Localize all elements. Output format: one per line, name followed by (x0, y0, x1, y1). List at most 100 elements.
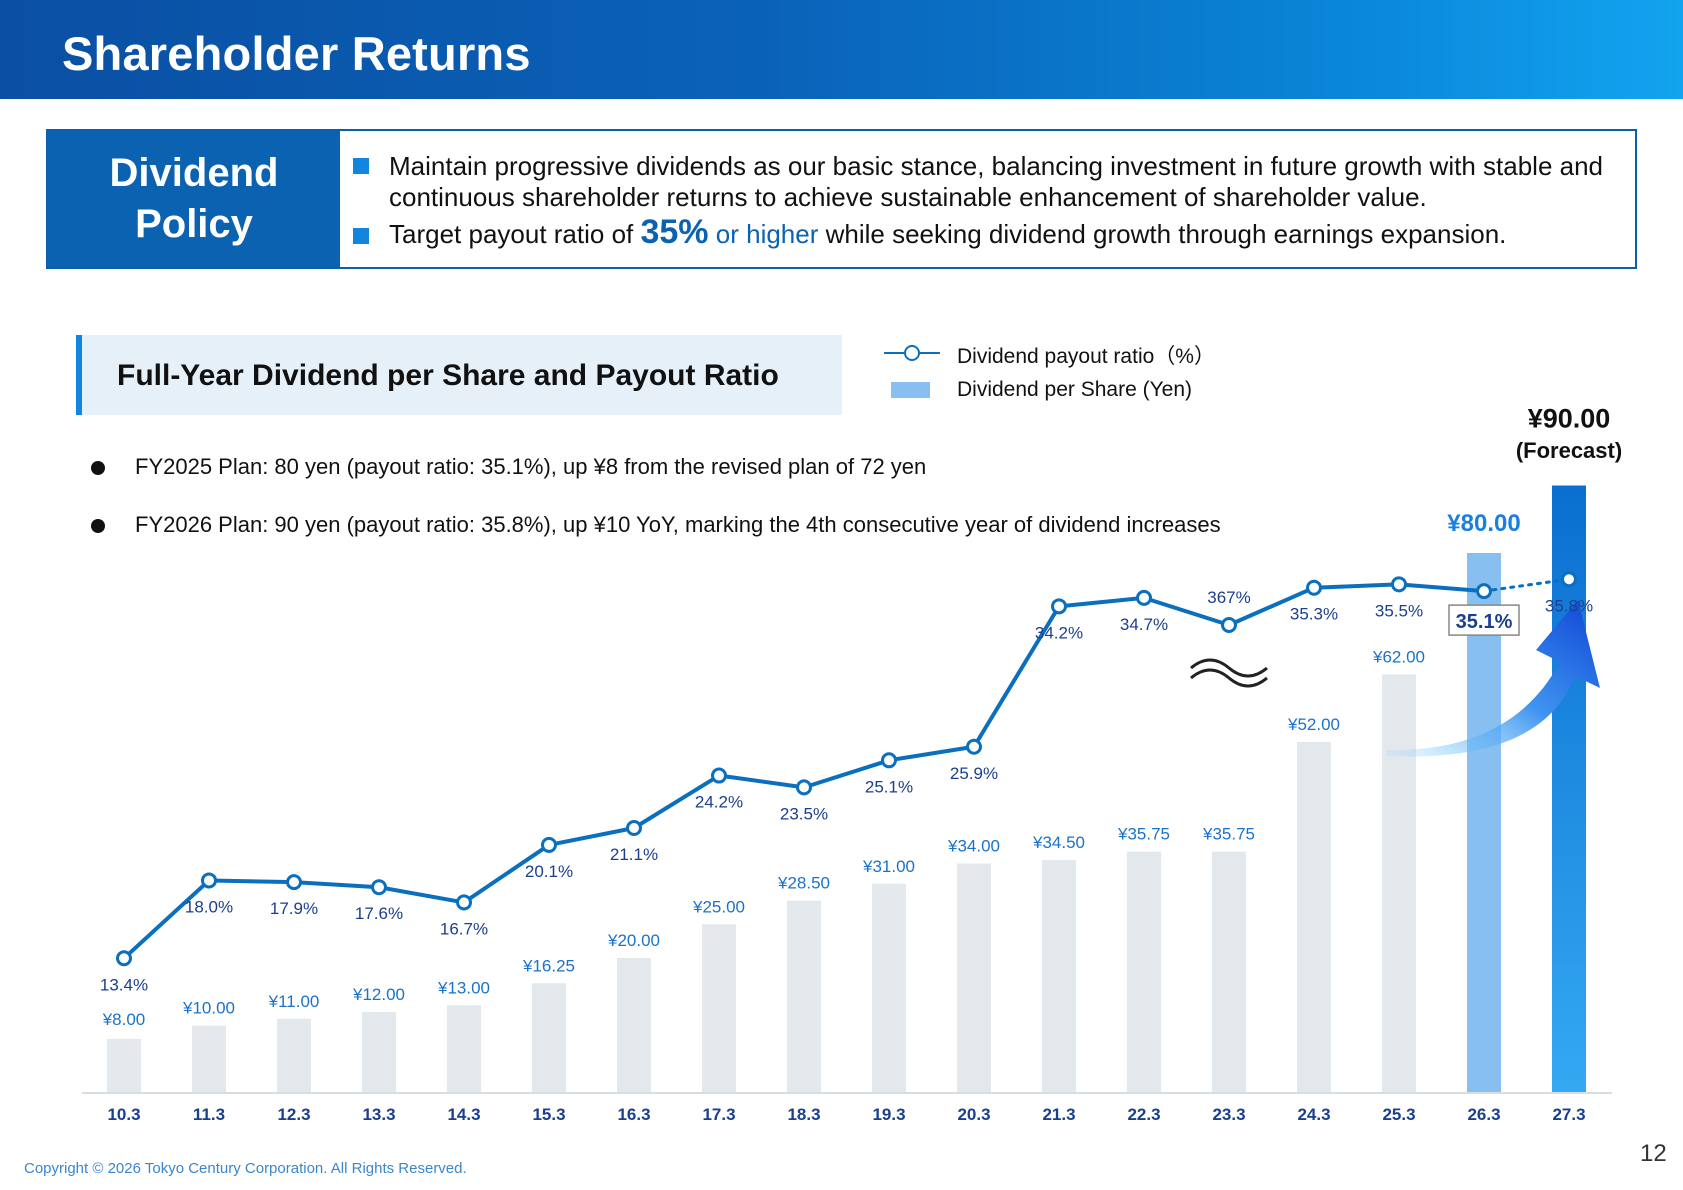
payout-label-21.3: 34.2% (1035, 623, 1083, 642)
x-tick-27.3: 27.3 (1552, 1105, 1585, 1124)
x-tick-21.3: 21.3 (1042, 1105, 1075, 1124)
payout-point-17.3 (711, 767, 727, 784)
payout-point-25.3 (1391, 576, 1407, 593)
bar-label-21.3: ¥34.50 (1032, 833, 1085, 852)
payout-label-11.3: 18.0% (185, 897, 233, 916)
bar-18.3 (787, 900, 821, 1093)
x-tick-18.3: 18.3 (787, 1105, 820, 1124)
payout-point-26.3 (1476, 583, 1492, 600)
bar-14.3 (447, 1005, 481, 1093)
bar-20.3 (957, 863, 991, 1093)
note-fy2025-text: FY2025 Plan: 80 yen (payout ratio: 35.1%… (135, 454, 927, 479)
payout-point-10.3 (116, 950, 132, 967)
payout-point-19.3 (881, 752, 897, 769)
bar-21.3 (1042, 860, 1076, 1093)
bar-label-20.3: ¥34.00 (947, 837, 1000, 856)
policy-text: Maintain progressive dividends as our ba… (349, 151, 1634, 250)
payout-point-13.3 (371, 879, 387, 896)
bar-label-12.3: ¥11.00 (268, 992, 320, 1011)
payout-label-12.3: 17.9% (270, 899, 318, 918)
x-tick-16.3: 16.3 (617, 1105, 650, 1124)
x-tick-20.3: 20.3 (957, 1105, 990, 1124)
forecast-label: (Forecast) (1516, 438, 1622, 463)
square-bullet-icon (353, 228, 369, 244)
bar-label-27.3: ¥90.00 (1528, 404, 1611, 434)
x-tick-15.3: 15.3 (532, 1105, 565, 1124)
payout-label-16.3: 21.1% (610, 845, 658, 864)
policy-target-pct: 35% (640, 213, 709, 251)
bar-label-13.3: ¥12.00 (352, 985, 405, 1004)
bar-17.3 (702, 924, 736, 1093)
bullet-dot-icon (91, 461, 105, 475)
policy-line-2-post: while seeking dividend growth through ea… (818, 219, 1507, 249)
bar-26.3 (1467, 553, 1501, 1093)
bar-25.3 (1382, 674, 1416, 1093)
payout-label-23.3: 367% (1207, 588, 1250, 607)
bar-label-19.3: ¥31.00 (862, 857, 915, 876)
policy-label-line2: Policy (135, 202, 253, 246)
policy-or-higher: or higher (708, 219, 819, 249)
x-tick-10.3: 10.3 (107, 1105, 140, 1124)
bar-12.3 (277, 1018, 311, 1093)
bar-label-26.3: ¥80.00 (1447, 510, 1520, 537)
axis-break-icon (1190, 658, 1268, 688)
bar-10.3 (107, 1039, 141, 1093)
payout-point-23.3 (1221, 617, 1237, 633)
payout-point-20.3 (966, 738, 982, 755)
bar-label-23.3: ¥35.75 (1202, 825, 1255, 844)
bullet-dot-icon (91, 519, 105, 533)
payout-label-25.3: 35.5% (1375, 601, 1423, 620)
x-tick-12.3: 12.3 (277, 1105, 310, 1124)
x-tick-19.3: 19.3 (872, 1105, 905, 1124)
bar-11.3 (192, 1025, 226, 1093)
x-tick-11.3: 11.3 (193, 1105, 225, 1124)
section-title-box: Full-Year Dividend per Share and Payout … (76, 335, 842, 415)
page-title: Shareholder Returns (62, 27, 531, 80)
bar-22.3 (1127, 851, 1161, 1093)
policy-bullet-2: Target payout ratio of 35% or higher whi… (349, 215, 1634, 250)
bar-13.3 (362, 1012, 396, 1093)
payout-point-14.3 (456, 894, 472, 911)
growth-arrow-icon (1386, 600, 1600, 757)
section-title: Full-Year Dividend per Share and Payout … (117, 359, 779, 392)
bar-label-14.3: ¥13.00 (437, 978, 490, 997)
policy-label-line1: Dividend (109, 151, 279, 195)
payout-highlight-box (1448, 604, 1520, 636)
x-tick-13.3: 13.3 (362, 1105, 395, 1124)
payout-point-18.3 (796, 779, 812, 796)
payout-label-18.3: 23.5% (780, 804, 828, 823)
payout-point-21.3 (1051, 598, 1067, 615)
bar-15.3 (532, 983, 566, 1093)
x-tick-25.3: 25.3 (1382, 1105, 1415, 1124)
payout-point-11.3 (201, 872, 217, 889)
payout-label-13.3: 17.6% (355, 904, 403, 923)
bar-label-25.3: ¥62.00 (1372, 648, 1425, 667)
payout-point-24.3 (1306, 579, 1322, 596)
bar-16.3 (617, 958, 651, 1093)
bar-label-15.3: ¥16.25 (522, 956, 575, 975)
policy-label: Dividend Policy (48, 131, 340, 267)
header-banner: Shareholder Returns (0, 0, 1683, 99)
bar-24.3 (1297, 742, 1331, 1093)
x-tick-14.3: 14.3 (447, 1105, 480, 1124)
payout-label-10.3: 13.4% (100, 975, 148, 994)
x-tick-26.3: 26.3 (1467, 1105, 1500, 1124)
payout-point-27.3 (1561, 571, 1577, 588)
legend-payout-label: Dividend payout ratio（%） (957, 345, 1215, 368)
x-tick-22.3: 22.3 (1127, 1105, 1160, 1124)
bar-label-18.3: ¥28.50 (777, 874, 830, 893)
bar-19.3 (872, 883, 906, 1093)
x-tick-23.3: 23.3 (1212, 1105, 1245, 1124)
x-tick-24.3: 24.3 (1297, 1105, 1330, 1124)
payout-label-22.3: 34.7% (1120, 615, 1168, 634)
payout-line-forecast (1482, 577, 1571, 593)
payout-point-16.3 (626, 819, 642, 836)
bar-label-24.3: ¥52.00 (1287, 715, 1340, 734)
policy-line-1: Maintain progressive dividends as our ba… (389, 151, 1604, 212)
page-number: 12 (1640, 1140, 1667, 1167)
dividend-policy-box: Dividend Policy Maintain progressive div… (46, 129, 1637, 269)
payout-label-26.3: 35.1% (1456, 611, 1513, 633)
payout-point-15.3 (541, 836, 557, 853)
payout-label-14.3: 16.7% (440, 919, 488, 938)
